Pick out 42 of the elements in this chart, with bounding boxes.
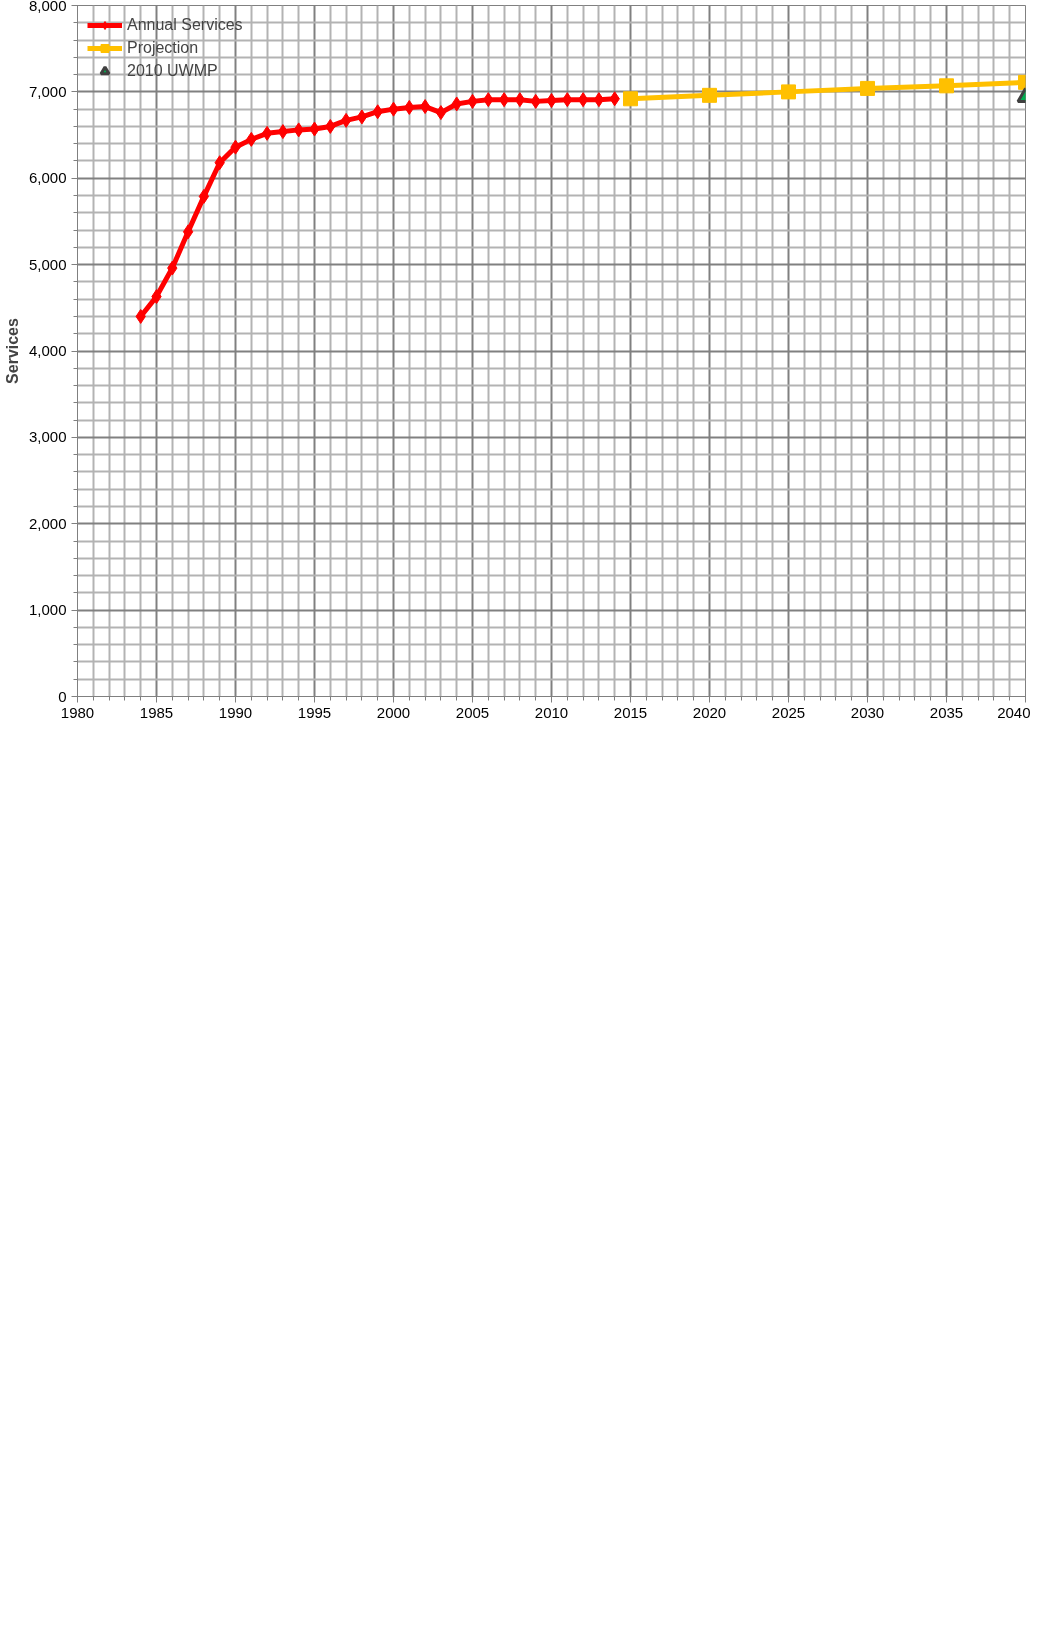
x-tick-label: 2025	[771, 703, 806, 721]
y-tick-label: 4,000	[28, 342, 67, 359]
x-tick-label: 2040	[997, 703, 1031, 721]
point	[261, 125, 273, 141]
point	[356, 109, 368, 125]
x-tick-label: 1985	[139, 703, 174, 721]
x-tick-label: 2015	[613, 703, 648, 721]
y-tick-label: 5,000	[28, 255, 67, 273]
x-tick-label: 2000	[376, 703, 411, 721]
legend-label: 2010 UWMP	[127, 62, 218, 80]
point	[514, 92, 526, 108]
x-tick-label: 2030	[850, 703, 885, 721]
y-tick-label: 2,000	[28, 514, 67, 532]
point	[593, 92, 605, 108]
point	[182, 224, 194, 240]
x-tick-label: 2035	[929, 703, 964, 721]
point	[419, 99, 431, 115]
x-tick-label: 1990	[218, 703, 253, 721]
point	[435, 105, 447, 121]
point	[860, 80, 875, 96]
y-axis-title: Services	[3, 317, 21, 384]
point	[781, 84, 796, 100]
point	[577, 92, 589, 108]
y-tick-label: 8,000	[28, 0, 67, 14]
point	[498, 92, 510, 108]
y-tick-label: 3,000	[28, 428, 67, 446]
point	[702, 87, 717, 103]
y-tick-label: 6,000	[28, 169, 67, 187]
legend-label: Annual Services	[127, 16, 243, 34]
x-tick-label: 1980	[60, 703, 95, 721]
x-tick-label: 2010	[534, 703, 569, 721]
point	[623, 91, 638, 107]
x-tick-label: 1995	[297, 703, 332, 721]
y-tick-label: 7,000	[28, 82, 67, 100]
point	[939, 78, 954, 94]
x-tick-label: 2005	[455, 703, 490, 721]
point	[198, 188, 210, 204]
point	[277, 124, 289, 140]
y-tick-label: 1,000	[28, 601, 67, 619]
y-tick-label: 0	[58, 687, 67, 705]
x-tick-label: 2020	[692, 703, 727, 721]
point	[340, 112, 352, 128]
